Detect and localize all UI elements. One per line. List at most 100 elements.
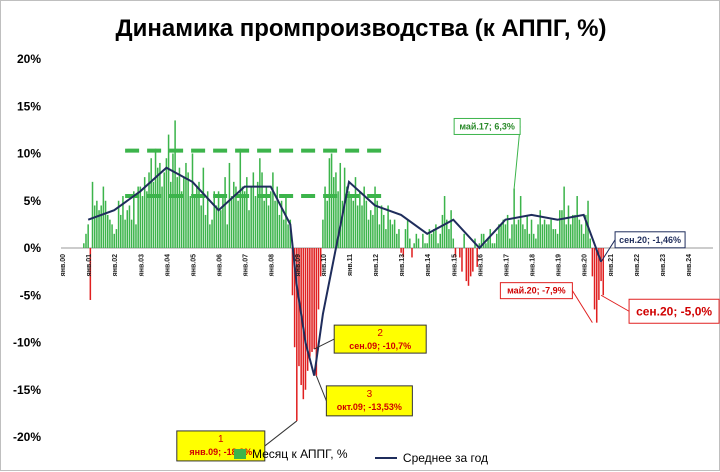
bar [504,224,507,248]
x-tick-label: янв.08 [269,254,276,276]
x-tick-label: янв.22 [634,254,641,276]
bar [382,214,385,248]
bar [515,224,518,248]
bar [559,210,561,248]
bar [161,186,163,248]
bar [545,224,548,248]
bar [169,181,172,248]
bar [206,191,209,248]
bar [246,177,248,248]
annotation-leader [600,294,630,312]
bar [189,196,192,248]
annotation-text: сен.20; -5,0% [636,304,712,318]
bar [122,196,124,248]
x-tick-label: янв.07 [243,254,250,276]
bar [89,248,92,300]
y-tick-label: -15% [13,383,41,397]
chart-title: Динамика промпроизводства (к АППГ, %) [115,15,607,42]
bar [304,248,307,390]
bar [428,229,431,248]
bar [467,248,470,286]
bar [556,233,559,248]
bar [565,224,568,248]
bar [319,248,322,277]
bar [243,191,246,248]
bar [215,205,218,248]
bar [272,172,274,248]
annotation-text: май.17; 6,3% [459,121,515,131]
bar [148,172,150,248]
bar [396,233,398,248]
bar [535,238,537,248]
bar [196,186,198,248]
y-tick-label: -20% [13,430,41,444]
x-tick-label: янв.00 [60,254,67,276]
bar [578,219,581,248]
bar [200,205,202,248]
bar [459,248,461,258]
legend-label-monthly: Месяц к АППГ, % [251,447,348,461]
bar [102,186,105,248]
x-tick-label: янв.04 [164,254,171,276]
bar [400,248,402,253]
bar [446,219,448,248]
bar [519,196,522,248]
bar [204,214,207,248]
bar [487,238,489,248]
bar [448,229,450,248]
bar [404,229,407,248]
bar [174,120,176,248]
bar [393,219,396,248]
bar [96,200,98,248]
bar [406,219,409,248]
bar [137,186,139,248]
bar [463,233,465,248]
bar [350,196,352,248]
bar [480,233,483,248]
bar [120,214,122,248]
bar [278,214,281,248]
bar [441,214,444,248]
bar [552,229,555,248]
bar [589,238,591,248]
bar [83,243,85,248]
bar [256,181,259,248]
bar [469,248,472,277]
bar [561,210,563,248]
bar [117,200,120,248]
bar [563,186,565,248]
bar [87,224,89,248]
bar [537,224,539,248]
bar [402,248,405,258]
bar [593,248,596,310]
x-tick-label: янв.06 [217,254,224,276]
bar [450,210,452,248]
bar [154,148,157,248]
annotation-number: 2 [377,328,383,339]
bar [165,158,168,248]
bar [437,243,439,248]
bar [193,196,196,248]
x-tick-label: янв.13 [399,254,406,276]
bar [576,196,578,248]
bar [230,196,233,248]
bar [422,233,424,248]
bar [506,214,509,248]
bar [280,200,283,248]
bar [524,229,526,248]
x-tick-label: янв.10 [321,254,328,276]
bar [311,248,313,352]
bar [298,248,300,367]
bar [595,248,598,323]
bar [180,191,183,248]
y-tick-label: -5% [20,288,42,302]
bar [493,243,496,248]
bar [150,158,152,248]
bar [306,248,309,371]
bar [233,181,235,248]
bar [387,205,389,248]
bar [254,196,257,248]
bar [341,200,344,248]
bar [322,219,324,248]
